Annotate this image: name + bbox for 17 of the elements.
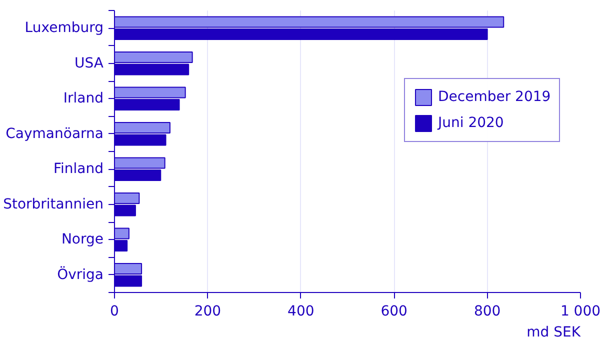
x-axis-title: md SEK	[526, 324, 582, 340]
y-tick-label: Finland	[53, 161, 104, 178]
y-tick-label: USA	[74, 55, 104, 72]
y-tick-label: Norge	[61, 232, 104, 248]
y-tick-label: Luxemburg	[24, 20, 104, 36]
y-tick-label: Övriga	[57, 266, 104, 283]
legend-label: December 2019	[438, 89, 551, 105]
legend-label: Juni 2020	[438, 115, 504, 131]
x-tick-label: 0	[110, 304, 119, 320]
y-tick-label: Caymanöarna	[6, 126, 104, 142]
x-tick-label: 1 000	[560, 304, 601, 320]
x-tick-label: 800	[474, 304, 501, 320]
y-tick-label: Irland	[63, 90, 104, 107]
x-tick-label: 200	[194, 304, 222, 320]
x-tick-label: 600	[380, 304, 408, 320]
y-tick-label: Storbritannien	[3, 196, 104, 212]
x-tick-label: 400	[288, 304, 314, 320]
